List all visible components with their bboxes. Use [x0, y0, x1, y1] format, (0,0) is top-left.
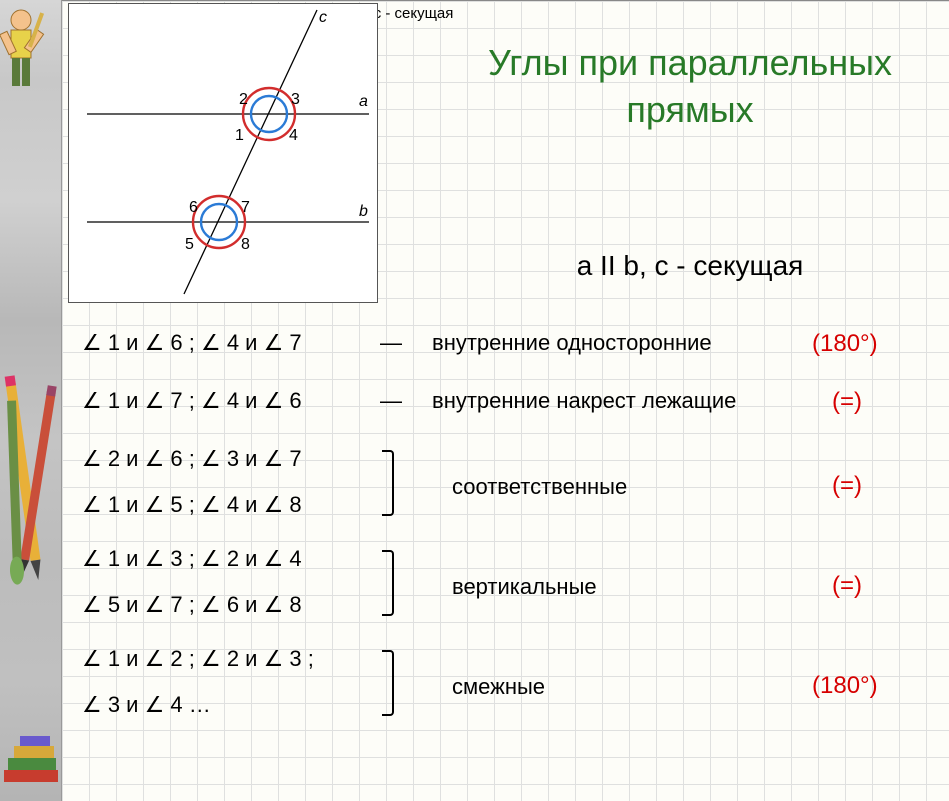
- desc-text: внутренние накрест лежащие: [432, 388, 736, 414]
- pairs-line: ∠ 1 и ∠ 3 ; ∠ 2 и ∠ 4: [82, 546, 302, 572]
- angle-pairs-list: ∠ 1 и ∠ 6 ; ∠ 4 и ∠ 7 — внутренние однос…: [82, 330, 932, 730]
- svg-text:4: 4: [289, 127, 298, 144]
- page-title: Углы при параллельных прямых: [470, 40, 910, 134]
- separator: —: [380, 330, 402, 356]
- brace-icon: [382, 650, 394, 716]
- desc-text: смежные: [452, 674, 545, 700]
- pairs-line: ∠ 3 и ∠ 4 …: [82, 692, 211, 718]
- pairs-line: ∠ 2 и ∠ 6 ; ∠ 3 и ∠ 7: [82, 446, 302, 472]
- sidebar: [0, 0, 62, 801]
- svg-text:3: 3: [291, 91, 300, 108]
- svg-text:5: 5: [185, 236, 194, 253]
- result-text: (=): [832, 472, 862, 500]
- group-vertical: ∠ 1 и ∠ 3 ; ∠ 2 и ∠ 4 ∠ 5 и ∠ 7 ; ∠ 6 и …: [82, 546, 932, 630]
- svg-text:2: 2: [239, 91, 248, 108]
- desc-text: соответственные: [452, 474, 627, 500]
- books-icon: [0, 720, 62, 800]
- pairs-text: ∠ 1 и ∠ 6 ; ∠ 4 и ∠ 7: [82, 330, 302, 356]
- brace-icon: [382, 550, 394, 616]
- result-text: (180°): [812, 330, 878, 358]
- result-text: (180°): [812, 672, 878, 700]
- svg-text:6: 6: [189, 199, 198, 216]
- group-adjacent: ∠ 1 и ∠ 2 ; ∠ 2 и ∠ 3 ; ∠ 3 и ∠ 4 … смеж…: [82, 646, 932, 730]
- page-subtitle: a II b, c - секущая: [470, 250, 910, 282]
- parallel-lines-diagram: c a b 2 3 1 4 6 7 5 8: [68, 3, 378, 303]
- pencils-icon: [2, 370, 62, 600]
- pairs-line: ∠ 1 и ∠ 5 ; ∠ 4 и ∠ 8: [82, 492, 302, 518]
- group-corresponding: ∠ 2 и ∠ 6 ; ∠ 3 и ∠ 7 ∠ 1 и ∠ 5 ; ∠ 4 и …: [82, 446, 932, 530]
- pairs-line: ∠ 5 и ∠ 7 ; ∠ 6 и ∠ 8: [82, 592, 302, 618]
- line-a-label: a: [359, 93, 368, 110]
- pairs-line: ∠ 1 и ∠ 2 ; ∠ 2 и ∠ 3 ;: [82, 646, 314, 672]
- separator: —: [380, 388, 402, 414]
- line-b-label: b: [359, 203, 368, 220]
- pairs-text: ∠ 1 и ∠ 7 ; ∠ 4 и ∠ 6: [82, 388, 302, 414]
- group-cointerior: ∠ 1 и ∠ 6 ; ∠ 4 и ∠ 7 — внутренние однос…: [82, 330, 932, 366]
- svg-text:7: 7: [241, 199, 250, 216]
- desc-text: внутренние односторонние: [432, 330, 712, 356]
- brace-icon: [382, 450, 394, 516]
- group-alternate: ∠ 1 и ∠ 7 ; ∠ 4 и ∠ 6 — внутренние накре…: [82, 388, 932, 424]
- svg-text:1: 1: [235, 127, 244, 144]
- result-text: (=): [832, 572, 862, 600]
- cartoon-figure-icon: [0, 0, 56, 100]
- svg-text:8: 8: [241, 236, 250, 253]
- desc-text: вертикальные: [452, 574, 597, 600]
- line-c-label: c: [319, 9, 327, 26]
- result-text: (=): [832, 388, 862, 416]
